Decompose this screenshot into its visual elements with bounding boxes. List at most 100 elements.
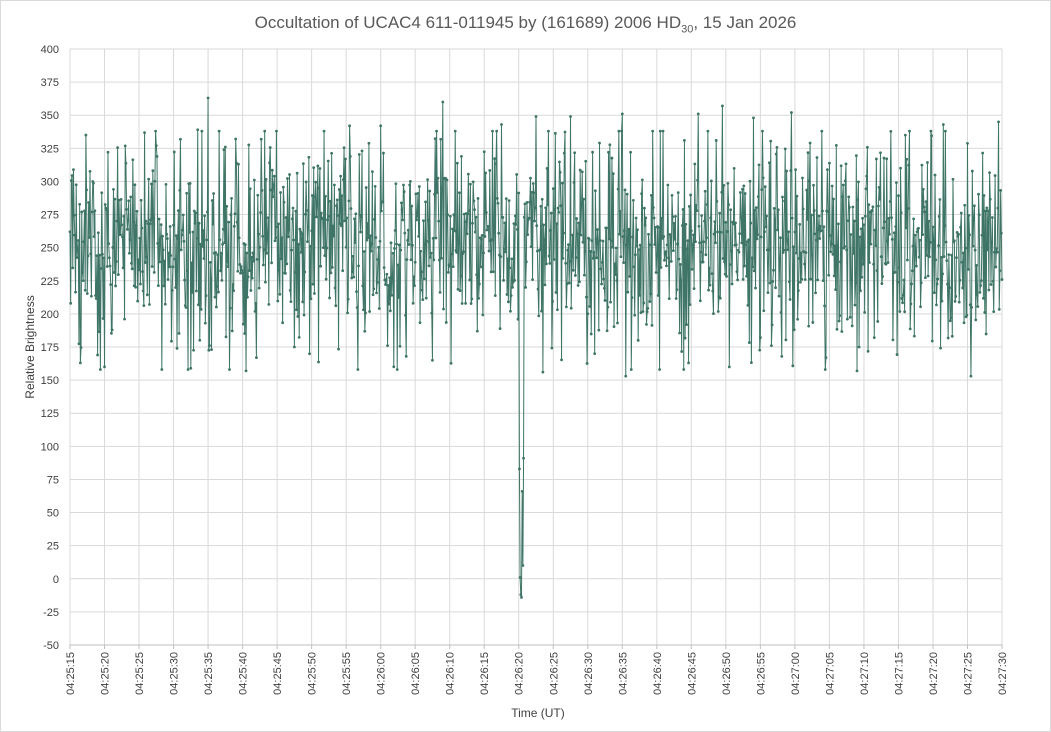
data-point: [681, 208, 685, 211]
data-point: [304, 180, 308, 184]
data-point: [284, 216, 288, 219]
data-point: [647, 232, 650, 236]
data-point: [253, 309, 257, 313]
data-point: [742, 184, 746, 188]
data-point: [113, 197, 117, 201]
data-point: [353, 217, 356, 221]
data-point: [301, 300, 305, 304]
data-point: [859, 227, 863, 231]
data-point: [764, 225, 768, 229]
data-point: [795, 194, 799, 198]
data-point: [976, 305, 980, 308]
data-point: [440, 256, 443, 260]
data-point: [133, 183, 137, 187]
data-point: [740, 241, 744, 245]
data-point: [491, 270, 495, 274]
data-point: [98, 253, 102, 257]
data-point: [941, 272, 945, 276]
x-tick-label: 04:25:45: [272, 652, 284, 695]
data-point: [491, 129, 494, 133]
data-point: [391, 275, 394, 278]
data-point: [658, 129, 662, 133]
data-point: [774, 152, 778, 156]
data-point: [829, 250, 833, 254]
data-point: [968, 233, 971, 237]
data-point: [660, 216, 664, 220]
data-point: [854, 281, 858, 285]
data-point: [364, 311, 367, 315]
data-point: [551, 299, 554, 303]
data-point: [149, 218, 153, 222]
data-point: [348, 124, 351, 128]
data-point: [233, 212, 237, 216]
data-point: [771, 280, 775, 283]
data-point: [412, 275, 416, 279]
data-point: [175, 346, 179, 350]
data-point: [289, 300, 293, 304]
data-point: [679, 278, 683, 282]
data-point: [190, 290, 194, 294]
data-point: [244, 369, 248, 373]
data-point: [378, 239, 382, 243]
data-point: [686, 239, 690, 243]
data-point: [543, 283, 547, 287]
data-point: [611, 172, 615, 176]
data-point: [413, 284, 416, 287]
data-point: [579, 233, 583, 237]
data-point: [212, 192, 216, 195]
data-point: [726, 182, 730, 185]
data-point: [791, 364, 795, 368]
data-point: [540, 309, 543, 313]
data-point: [477, 282, 481, 286]
data-point: [453, 229, 456, 233]
data-point: [509, 309, 512, 313]
data-point: [208, 261, 212, 264]
data-point: [899, 211, 903, 215]
data-point: [1000, 278, 1004, 281]
x-tick-label: 04:27:15: [893, 652, 905, 695]
data-point: [243, 332, 247, 335]
data-point: [636, 338, 640, 342]
data-point: [734, 221, 737, 225]
data-point: [905, 157, 909, 161]
data-point: [483, 235, 487, 238]
data-point: [472, 199, 476, 203]
y-axis-label: Relative Brightness: [23, 295, 37, 398]
data-point: [749, 221, 753, 225]
data-point: [979, 279, 983, 283]
data-point: [123, 317, 126, 321]
data-point: [429, 251, 433, 255]
data-point: [952, 239, 956, 243]
data-point: [836, 244, 840, 248]
y-tick-label: 125: [41, 408, 59, 420]
data-point: [482, 251, 485, 255]
data-point: [368, 310, 372, 313]
data-point: [227, 220, 231, 224]
data-point: [937, 244, 940, 248]
data-point: [605, 329, 609, 333]
data-point: [495, 129, 499, 133]
data-point: [76, 239, 80, 242]
data-point: [564, 305, 568, 309]
data-point: [975, 264, 978, 267]
data-point: [245, 251, 249, 255]
data-point: [232, 224, 236, 228]
data-point: [601, 239, 605, 243]
data-point: [667, 297, 671, 301]
data-point: [977, 213, 981, 217]
data-point: [112, 188, 115, 191]
data-point: [197, 221, 201, 225]
data-point: [92, 181, 95, 185]
data-point: [387, 302, 391, 306]
data-point: [605, 226, 608, 230]
data-point: [475, 273, 479, 277]
data-point: [217, 290, 220, 294]
data-point: [609, 300, 612, 304]
data-point: [678, 331, 681, 335]
data-point: [474, 215, 478, 219]
data-point: [822, 225, 826, 229]
data-point: [724, 220, 728, 224]
x-tick-label: 04:25:20: [100, 652, 112, 695]
data-point: [188, 181, 192, 185]
data-point: [182, 239, 186, 243]
